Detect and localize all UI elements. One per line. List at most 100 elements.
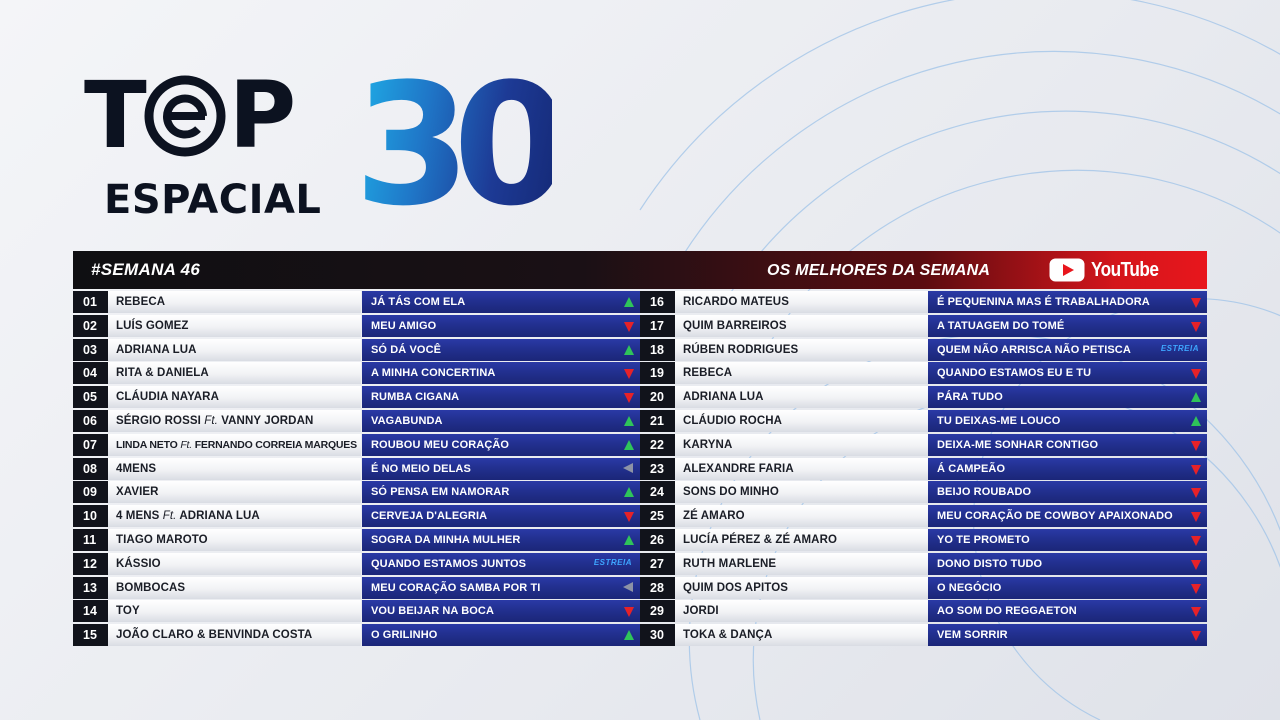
song-title: A TATUAGEM DO TOMÉ	[928, 314, 1207, 337]
artist-main: XAVIER	[116, 486, 159, 499]
logo-top-word: T P	[84, 68, 296, 164]
trend-down-icon	[624, 393, 634, 404]
song-title: VEM SORRIR	[928, 624, 1207, 647]
song-title: MEU CORAÇÃO DE COWBOY APAIXONADO	[928, 505, 1207, 528]
song-title-text: QUANDO ESTAMOS JUNTOS	[371, 557, 527, 570]
trend-down-icon	[624, 369, 634, 380]
artist-main: ZÉ AMARO	[683, 510, 745, 523]
chart-row: 05 CLÁUDIA NAYARA RUMBA CIGANA	[73, 386, 640, 409]
youtube-play-icon	[1049, 258, 1085, 282]
chart-position: 02	[73, 314, 108, 337]
chart-row: 19 REBECA QUANDO ESTAMOS EU E TU	[640, 362, 1207, 385]
song-title-text: O GRILINHO	[371, 629, 438, 642]
chart-row: 14 TOY VOU BEIJAR NA BOCA	[73, 600, 640, 623]
song-title-text: DONO DISTO TUDO	[937, 557, 1043, 570]
artist-main: 4MENS	[116, 462, 157, 475]
chart-row: 03 ADRIANA LUA SÓ DÁ VOCÊ	[73, 338, 640, 361]
chart-position: 20	[640, 386, 675, 409]
trend-down-icon	[1191, 559, 1201, 570]
chart-column-right: 16 RICARDO MATEUS É PEQUENINA MAS É TRABAL…	[640, 291, 1207, 648]
artist-name: QUIM BARREIROS	[675, 314, 928, 337]
artist-main: JOÃO CLARO & BENVINDA COSTA	[116, 629, 313, 642]
chart-position: 08	[73, 457, 108, 480]
song-title: AO SOM DO REGGAETON	[928, 600, 1207, 623]
chart-position: 16	[640, 291, 675, 313]
trend-down-icon	[1191, 583, 1201, 594]
trend-same-icon	[623, 462, 633, 473]
artist-name: ADRIANA LUA	[108, 338, 361, 361]
artist-main: QUIM BARREIROS	[683, 319, 787, 332]
logo-espacial-text: ESPACIAL	[104, 177, 322, 223]
chart-row: 25 ZÉ AMARO MEU CORAÇÃO DE COWBOY APAIXONA…	[640, 505, 1207, 528]
artist-main: TOY	[116, 605, 140, 618]
artist-name: CLÁUDIA NAYARA	[108, 386, 361, 409]
trend-up-icon	[624, 344, 634, 355]
song-title-text: BEIJO ROUBADO	[937, 486, 1032, 499]
chart-position: 18	[640, 338, 675, 361]
chart-position: 22	[640, 433, 675, 456]
artist-name: JORDI	[675, 600, 928, 623]
trend-same-icon	[623, 581, 633, 592]
chart-position: 12	[73, 552, 108, 575]
chart-position: 27	[640, 552, 675, 575]
chart-row: 26 LUCÍA PÉREZ & ZÉ AMARO YO TE PROMETO	[640, 529, 1207, 551]
artist-name: 4MENS	[108, 457, 361, 480]
artist-main: LUCÍA PÉREZ & ZÉ AMARO	[683, 534, 838, 546]
song-title: QUANDO ESTAMOS JUNTOS ESTREIA	[362, 552, 640, 575]
chart-row: 20 ADRIANA LUA PÁRA TUDO	[640, 386, 1207, 409]
song-title: JÁ TÁS COM ELA	[362, 291, 640, 313]
chart-row: 01 REBECA JÁ TÁS COM ELA	[73, 291, 640, 313]
artist-name: RUTH MARLENE	[675, 552, 928, 575]
trend-down-icon	[1191, 440, 1201, 451]
artist-name: KARYNA	[675, 433, 928, 456]
artist-name: REBECA	[108, 291, 361, 313]
trend-down-icon	[1191, 464, 1201, 475]
song-title-text: SÓ PENSA EM NAMORAR	[371, 486, 510, 499]
new-entry-badge: ESTREIA	[593, 557, 632, 567]
song-title: VAGABUNDA	[362, 410, 640, 432]
trend-down-icon	[1191, 369, 1201, 380]
artist-main: RUTH MARLENE	[683, 557, 777, 570]
song-title-text: JÁ TÁS COM ELA	[371, 296, 466, 308]
artist-main: KARYNA	[683, 438, 733, 451]
trend-up-icon	[624, 630, 634, 641]
song-title-text: PÁRA TUDO	[937, 391, 1003, 404]
logo-number-30: 30	[354, 47, 570, 243]
song-title: TU DEIXAS-ME LOUCO	[928, 410, 1207, 432]
artist-main: RICARDO MATEUS	[683, 296, 789, 308]
chart-position: 05	[73, 386, 108, 409]
song-title: SOGRA DA MINHA MULHER	[362, 529, 640, 551]
featuring-label: Ft.	[204, 415, 218, 427]
artist-main: REBECA	[683, 367, 733, 380]
artist-name: SÉRGIO ROSSI Ft. VANNY JORDAN	[108, 410, 361, 432]
featured-artist: ADRIANA LUA	[179, 510, 260, 523]
featuring-label: Ft.	[162, 510, 177, 523]
artist-main: REBECA	[116, 296, 166, 308]
artist-name: SONS DO MINHO	[675, 481, 928, 504]
chart-row: 21 CLÁUDIO ROCHA TU DEIXAS-ME LOUCO	[640, 410, 1207, 432]
chart-position: 25	[640, 505, 675, 528]
artist-main: LINDA NETO	[116, 438, 178, 451]
chart-rows: 01 REBECA JÁ TÁS COM ELA 02 LUÍS GOMEZ MEU AM…	[73, 291, 1207, 648]
song-title-text: MEU CORAÇÃO SAMBA POR TI	[371, 581, 541, 594]
song-title: ROUBOU MEU CORAÇÃO	[362, 433, 640, 456]
artist-name: KÁSSIO	[108, 552, 361, 575]
song-title-text: MEU CORAÇÃO DE COWBOY APAIXONADO	[937, 510, 1173, 523]
artist-name: TOY	[108, 600, 361, 623]
artist-name: QUIM DOS APITOS	[675, 576, 928, 599]
chart-position: 30	[640, 624, 675, 647]
artist-main: JORDI	[683, 605, 719, 618]
song-title: MEU CORAÇÃO SAMBA POR TI	[362, 576, 640, 599]
song-title: BEIJO ROUBADO	[928, 481, 1207, 504]
chart-position: 14	[73, 600, 108, 623]
trend-down-icon	[1191, 298, 1201, 308]
youtube-wordmark: YouTube	[1091, 258, 1159, 281]
song-title-text: VEM SORRIR	[937, 629, 1008, 642]
trend-down-icon	[1191, 607, 1201, 618]
song-title-text: CERVEJA D'ALEGRIA	[371, 510, 488, 523]
song-title: É NO MEIO DELAS	[362, 457, 640, 480]
artist-main: ADRIANA LUA	[116, 343, 197, 356]
chart-row: 04 RITA & DANIELA A MINHA CONCERTINA	[73, 362, 640, 385]
chart-row: 28 QUIM DOS APITOS O NEGÓCIO	[640, 576, 1207, 599]
song-title: O GRILINHO	[362, 624, 640, 647]
